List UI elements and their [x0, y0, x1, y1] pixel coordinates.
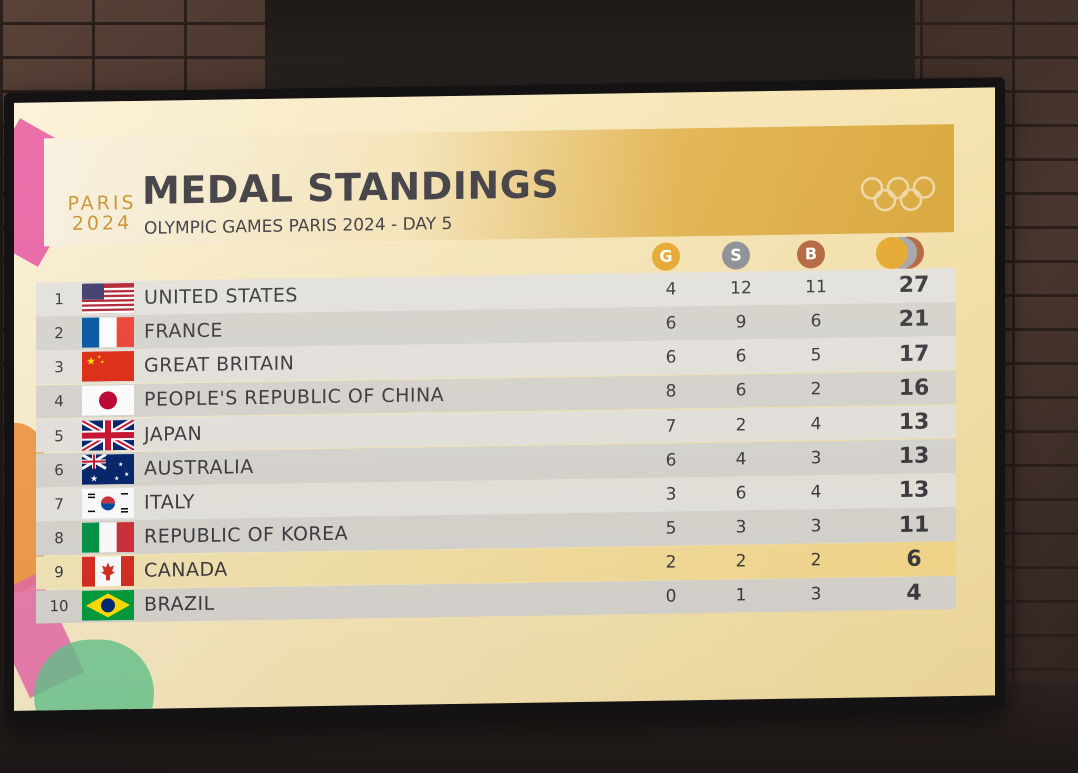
svg-text:★: ★	[124, 471, 129, 478]
total-count: 21	[898, 306, 930, 333]
silver-medal-header: S	[722, 241, 750, 270]
gold-count: 4	[665, 279, 677, 300]
brazil-flag-icon	[82, 590, 134, 622]
silver-count: 9	[735, 312, 747, 333]
table-row: 5 JAPAN 7 2 4 13	[36, 404, 956, 453]
gold-medal-header: G	[652, 242, 680, 271]
silver-count: 1	[735, 585, 747, 606]
table-row: 8 REPUBLIC OF KOREA 5 3 3 11	[36, 507, 956, 556]
table-row: 10 BRAZIL 0 1 3 4	[36, 575, 956, 624]
rank-cell: 5	[54, 426, 64, 445]
total-count: 11	[898, 512, 930, 538]
bronze-count: 3	[810, 447, 822, 469]
gold-count: 0	[665, 586, 677, 608]
bronze-count: 2	[810, 550, 822, 571]
rank-cell: 3	[54, 358, 64, 377]
rank-cell: 9	[54, 563, 64, 582]
page-title: MEDAL STANDINGS	[142, 162, 560, 213]
tv-screen-frame: PARIS 2024 MEDAL STANDINGS OLYMPIC GAMES…	[4, 77, 1005, 726]
table-row: 4 PEOPLE'S REPUBLIC OF CHINA 8 6 2 16	[36, 370, 956, 419]
silver-count: 3	[735, 517, 747, 538]
bronze-count: 3	[810, 584, 822, 605]
us-flag-icon	[82, 282, 134, 314]
svg-text:★: ★	[118, 461, 123, 468]
bronze-count: 4	[810, 482, 822, 503]
bronze-count: 11	[805, 276, 827, 298]
total-count: 16	[898, 375, 930, 401]
gold-count: 8	[665, 381, 677, 402]
logo-text: PARIS	[67, 191, 137, 216]
china-flag-icon: ★ ★ ★	[82, 351, 134, 382]
bronze-medal-header: B	[797, 240, 825, 269]
rank-cell: 8	[54, 529, 64, 548]
rank-cell: 6	[54, 460, 64, 479]
table-row: 1 UNITED STATES 4 12 11 27	[36, 268, 956, 317]
total-count: 13	[898, 477, 930, 504]
silver-count: 6	[735, 380, 747, 401]
bronze-count: 5	[810, 345, 822, 366]
country-name: AUSTRALIA	[144, 455, 254, 480]
country-name: REPUBLIC OF KOREA	[144, 522, 349, 548]
olympic-rings-icon	[860, 176, 936, 212]
country-name: BRAZIL	[144, 593, 215, 617]
bronze-count: 4	[810, 413, 822, 434]
medal-standings-screen: PARIS 2024 MEDAL STANDINGS OLYMPIC GAMES…	[14, 87, 995, 711]
gold-count: 5	[665, 518, 677, 539]
svg-text:★: ★	[86, 355, 96, 368]
italy-flag-icon	[82, 522, 134, 553]
korea-flag-icon	[82, 487, 134, 519]
country-name: JAPAN	[144, 422, 203, 446]
table-row: 2 FRANCE 6 9 6 21	[36, 302, 956, 351]
country-name: FRANCE	[144, 319, 223, 343]
paris-2024-logo: PARIS 2024	[62, 191, 142, 235]
country-name: ITALY	[144, 490, 195, 514]
gold-count: 3	[665, 484, 677, 505]
standings-table: 1 UNITED STATES 4 12 11 27 2	[36, 268, 956, 624]
uk-flag-icon	[82, 419, 134, 451]
total-count: 4	[906, 580, 922, 606]
table-row: 7 ITALY 3 6 4 13	[36, 473, 956, 522]
canada-flag-icon	[82, 556, 134, 588]
silver-count: 6	[735, 483, 747, 504]
france-flag-icon	[82, 316, 134, 348]
australia-flag-icon: ★ ★ ★ ★	[82, 453, 134, 485]
svg-text:★: ★	[114, 475, 119, 482]
rank-cell: 10	[49, 597, 69, 616]
country-name: UNITED STATES	[144, 284, 298, 309]
silver-count: 2	[735, 414, 747, 436]
total-count: 13	[898, 409, 930, 435]
silver-count: 12	[730, 278, 752, 299]
silver-count: 4	[735, 449, 747, 470]
silver-count: 6	[735, 346, 747, 367]
gold-count: 6	[665, 313, 677, 334]
gold-count: 6	[665, 347, 677, 368]
bronze-count: 3	[810, 516, 822, 537]
gold-count: 2	[665, 552, 677, 573]
total-medals-icon	[876, 236, 926, 270]
gold-count: 6	[665, 450, 677, 471]
total-count: 13	[898, 443, 930, 470]
bronze-count: 2	[810, 379, 822, 400]
silver-count: 2	[735, 551, 747, 572]
total-count: 17	[898, 341, 930, 367]
country-name: CANADA	[144, 558, 228, 583]
table-row: 9 CANADA 2 2 2 6	[36, 541, 956, 590]
rank-cell: 7	[54, 494, 64, 514]
total-count: 27	[898, 272, 930, 299]
logo-text: 2024	[71, 211, 133, 235]
rank-cell: 4	[54, 392, 64, 411]
total-count: 6	[906, 546, 922, 572]
gold-count: 7	[665, 415, 677, 437]
bronze-count: 6	[810, 311, 822, 332]
country-name: PEOPLE'S REPUBLIC OF CHINA	[144, 384, 445, 412]
table-row: 3 ★ ★ ★ GREAT BRITAIN 6 6 5 17	[36, 336, 956, 385]
table-row: 6 ★ ★ ★ ★ AUSTRALIA 6 4 3 13	[36, 438, 956, 488]
country-name: GREAT BRITAIN	[144, 352, 295, 377]
rank-cell: 2	[54, 324, 64, 343]
svg-text:★: ★	[100, 360, 105, 366]
svg-text:★: ★	[90, 474, 98, 484]
japan-flag-icon	[82, 385, 134, 417]
rank-cell: 1	[54, 289, 64, 309]
svg-text:★: ★	[97, 355, 102, 361]
